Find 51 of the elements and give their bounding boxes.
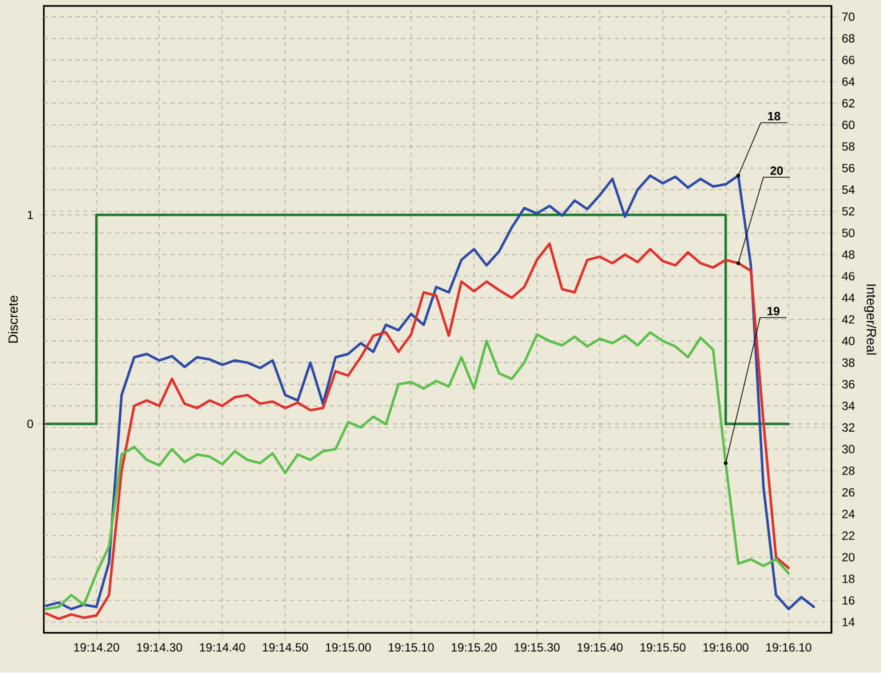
y2-tick-label: 40 [842,337,855,346]
y2-tick-label: 30 [842,445,855,454]
y2-tick-label: 54 [842,186,855,194]
x-tick-label: 19:15.10 [388,643,434,652]
text: 18 [768,112,780,121]
x-tick-label: 19:14.50 [262,643,308,652]
x-tick-label: 19:15.50 [640,643,686,652]
y-axis-title: Discrete [8,296,18,343]
y2-axis-title: Integer/Real [864,284,876,355]
y2-tick-label: 38 [842,358,854,368]
y-tick-label: 1 [28,211,33,220]
x-tick-label: 19:15.40 [578,643,623,652]
text: 19 [767,307,780,316]
y2-tick-label: 66 [842,56,854,64]
y2-tick-label: 48 [842,250,854,259]
x-tick-label: 19:16.00 [703,643,748,652]
x-tick-label: 19:15.30 [514,643,560,652]
y2-tick-label: 70 [842,12,855,22]
y2-tick-label: 32 [842,423,854,432]
x-tick-label: 19:14.20 [74,643,120,652]
x-tick-label: 19:14.40 [200,643,245,652]
y2-tick-label: 56 [842,164,854,173]
line-series [44,331,790,611]
y2-tick-label: 60 [842,120,855,130]
y2-tick-label: 46 [842,272,854,281]
y2-tick-label: 58 [842,142,854,151]
y2-tick-label: 64 [842,78,855,86]
y2-tick-label: 18 [842,574,854,584]
x-tick-label: 19:14.30 [137,643,182,652]
y2-tick-label: 28 [842,466,854,476]
y2-tick-label: 24 [842,510,855,518]
line-series [44,174,816,611]
y2-tick-label: 22 [842,532,854,540]
line-series [44,242,790,620]
y2-tick-label: 62 [842,99,854,108]
y2-tick-label: 26 [842,488,854,497]
y2-tick-label: 68 [842,34,854,43]
y2-tick-label: 34 [842,402,855,410]
y2-tick-label: 16 [842,596,854,605]
y2-tick-label: 50 [842,228,855,238]
y2-tick-label: 42 [842,315,854,324]
y2-tick-label: 14 [842,618,855,626]
y2-tick-label: 36 [842,380,854,389]
y2-tick-label: 52 [842,207,854,216]
x-tick-label: 19:15.20 [452,643,497,652]
y2-tick-label: 44 [842,294,855,302]
y-tick-label: 0 [27,420,34,428]
y2-tick-label: 20 [842,553,855,562]
x-tick-label: 19:15.00 [326,643,371,652]
x-tick-label: 19:16.10 [766,643,812,652]
text: 20 [770,166,783,176]
